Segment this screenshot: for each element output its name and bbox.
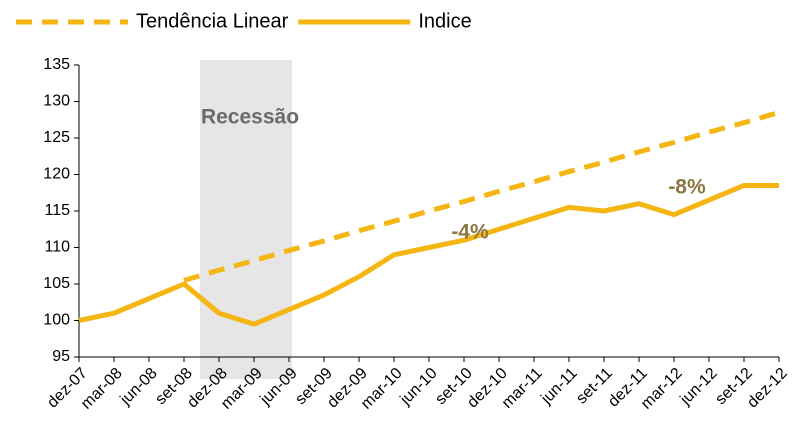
y-tick-label: 135 xyxy=(43,56,70,73)
series-line xyxy=(78,182,779,327)
y-tick-label: 115 xyxy=(44,202,70,219)
annotation: Recessão xyxy=(201,106,299,129)
y-tick-label: 95 xyxy=(52,348,70,365)
x-tick-label: jun-10 xyxy=(397,365,441,409)
x-tick-label: jun-08 xyxy=(117,365,161,409)
recession-shade xyxy=(200,60,292,379)
x-tick-label: mar-11 xyxy=(499,365,546,412)
x-tick-label: jun-12 xyxy=(677,365,721,409)
x-tick-label: dez-12 xyxy=(744,365,791,412)
annotation: -8% xyxy=(668,176,706,199)
y-tick-label: 110 xyxy=(44,239,70,256)
legend-label: Tendência Linear xyxy=(136,10,289,32)
y-tick-label: 105 xyxy=(43,275,70,292)
legend-label: Indice xyxy=(418,10,471,32)
annotation: -4% xyxy=(451,221,489,244)
x-tick-label: jun-11 xyxy=(537,365,580,408)
y-tick-label: 100 xyxy=(43,312,70,329)
y-tick-label: 120 xyxy=(43,166,70,183)
y-tick-label: 130 xyxy=(43,93,70,110)
y-tick-label: 125 xyxy=(43,129,70,146)
